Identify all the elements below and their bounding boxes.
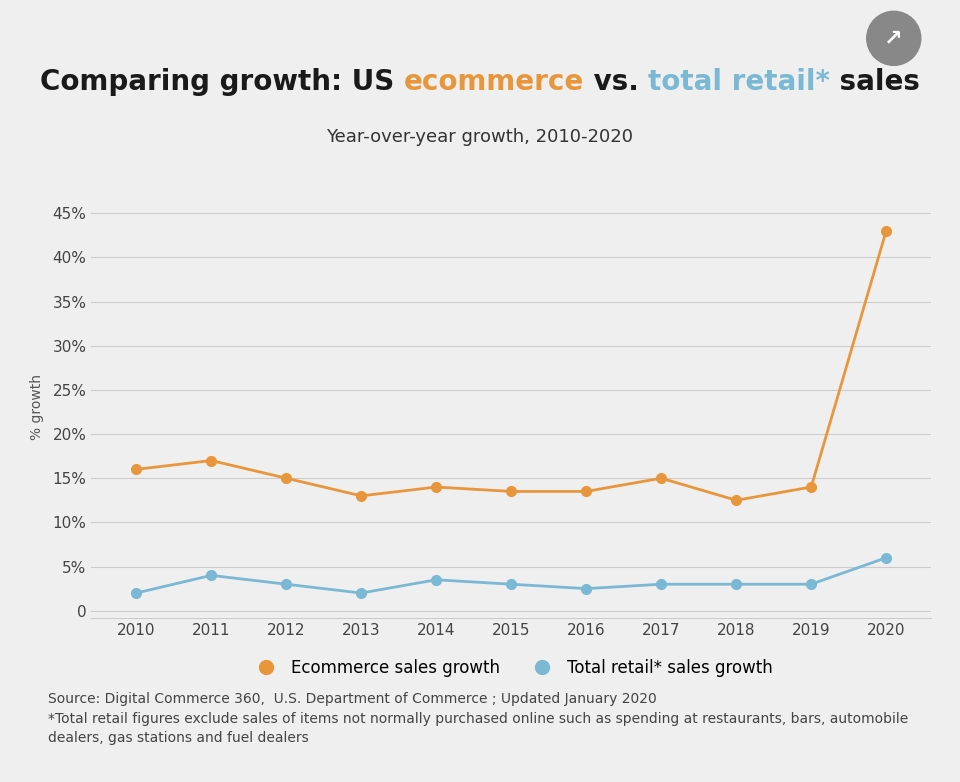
Text: vs.: vs. <box>584 68 648 96</box>
Text: total retail*: total retail* <box>648 68 830 96</box>
Circle shape <box>867 11 921 66</box>
Text: ecommerce: ecommerce <box>403 68 584 96</box>
Text: ↗: ↗ <box>884 28 903 48</box>
Text: Source: Digital Commerce 360,  U.S. Department of Commerce ; Updated January 202: Source: Digital Commerce 360, U.S. Depar… <box>48 692 908 745</box>
Y-axis label: % growth: % growth <box>30 374 44 439</box>
Text: Comparing growth: US: Comparing growth: US <box>39 68 403 96</box>
Legend: Ecommerce sales growth, Total retail* sales growth: Ecommerce sales growth, Total retail* sa… <box>243 652 780 683</box>
Text: Year-over-year growth, 2010-2020: Year-over-year growth, 2010-2020 <box>326 127 634 146</box>
Text: sales: sales <box>830 68 921 96</box>
